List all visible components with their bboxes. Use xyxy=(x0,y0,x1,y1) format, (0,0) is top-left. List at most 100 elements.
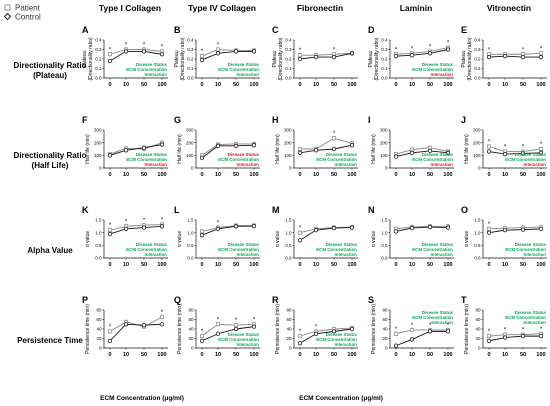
x-tick-label: 10 xyxy=(215,352,221,358)
control-point xyxy=(486,230,492,235)
y-tick-label: 300 xyxy=(380,128,388,133)
control-point xyxy=(427,148,433,153)
patient-point xyxy=(108,329,112,334)
control-point xyxy=(107,153,113,158)
control-series-line xyxy=(201,225,255,236)
stats-label: ECM Concentration xyxy=(218,337,259,342)
column-header: Fibronectin xyxy=(297,3,343,13)
control-point xyxy=(331,329,337,334)
significance-star: * xyxy=(235,318,238,324)
control-series-line xyxy=(395,226,449,232)
y-tick-label: 200 xyxy=(473,140,481,145)
control-legend-marker xyxy=(3,12,12,21)
control-series-line xyxy=(299,328,353,344)
control-series-line xyxy=(299,227,353,241)
y-tick-label: 0.1 xyxy=(95,66,102,71)
control-point xyxy=(159,224,165,229)
significance-star: * xyxy=(429,323,432,329)
x-tick-label: 10 xyxy=(502,82,508,88)
significance-star: * xyxy=(411,46,414,52)
panel-letter: D xyxy=(368,25,375,35)
x-tick-label: 0 xyxy=(108,82,111,88)
control-point xyxy=(520,334,526,339)
y-axis-label: Plateau xyxy=(368,50,374,67)
control-series-line xyxy=(488,335,541,342)
y-tick-label: 0 xyxy=(99,166,102,171)
control-series-line xyxy=(299,144,353,154)
control-point xyxy=(349,326,355,332)
y-tick-label: 20 xyxy=(475,336,481,341)
x-tick-label: 50 xyxy=(233,262,239,268)
stats-label: ECM Concentration xyxy=(412,157,453,162)
x-tick-label: 10 xyxy=(502,352,508,358)
stats-label: ECM Concentration xyxy=(218,157,259,162)
stats-label: Interaction xyxy=(431,72,454,77)
panel-letter: B xyxy=(174,25,181,35)
row-labels: Directionality Ratio(Plateau)Directional… xyxy=(14,61,87,345)
control-point xyxy=(331,55,337,60)
stats-label: Disease Status xyxy=(326,242,358,247)
y-tick-label: 0.5 xyxy=(187,243,194,248)
x-tick-label: 50 xyxy=(141,352,147,358)
column-header: Type I Collagen xyxy=(99,3,161,13)
stats-label: Disease Status xyxy=(515,310,547,315)
x-tick-label: 0 xyxy=(487,262,490,268)
stats-label: ECM Concentration xyxy=(412,67,453,72)
stats-label: Interaction xyxy=(145,72,168,77)
significance-star: * xyxy=(333,47,336,53)
x-tick-label: 50 xyxy=(427,352,433,358)
control-point xyxy=(331,226,337,231)
control-point xyxy=(159,52,165,57)
significance-star: * xyxy=(161,218,164,224)
y-tick-label: 0.5 xyxy=(95,243,102,248)
control-point xyxy=(141,145,147,150)
patient-series-line xyxy=(395,47,449,55)
x-tick-label: 0 xyxy=(394,352,397,358)
stats-label: Disease Status xyxy=(422,62,454,67)
stats-label: Disease Status xyxy=(515,242,547,247)
x-tick-label: 50 xyxy=(141,82,147,88)
patient-series-line xyxy=(201,49,254,57)
significance-star: * xyxy=(143,43,146,49)
patient-point xyxy=(216,322,220,327)
y-tick-label: 1.5 xyxy=(474,218,481,223)
x-tick-label: 0 xyxy=(108,172,111,178)
x-tick-label: 100 xyxy=(536,262,545,268)
y-tick-label: 0 xyxy=(99,346,102,351)
y-tick-label: 0.2 xyxy=(474,57,481,62)
stats-label: Disease Status xyxy=(326,152,358,157)
x-tick-label: 0 xyxy=(487,352,490,358)
y-tick-label: 0.0 xyxy=(285,256,292,261)
control-point xyxy=(215,51,221,56)
row-label: (Plateau) xyxy=(33,71,67,80)
control-point xyxy=(520,227,526,232)
y-tick-label: 100 xyxy=(380,153,388,158)
significance-star: * xyxy=(395,47,398,53)
significance-star: * xyxy=(109,47,112,53)
control-point xyxy=(199,338,205,343)
y-tick-label: 300 xyxy=(94,128,102,133)
control-point xyxy=(215,143,221,148)
y-tick-label: 200 xyxy=(284,140,292,145)
y-tick-label: 0 xyxy=(191,346,194,351)
control-point xyxy=(297,56,303,62)
control-point xyxy=(123,49,129,54)
panel-letter: N xyxy=(368,205,375,215)
x-tick-label: 50 xyxy=(331,262,337,268)
y-tick-label: 100 xyxy=(186,153,194,158)
panel-I: I Half life (min) 0 100 200 300 0 10 50 100 Diseas… xyxy=(368,115,454,178)
y-tick-label: 0 xyxy=(289,346,292,351)
significance-star: * xyxy=(447,41,450,47)
y-axis-label: α value xyxy=(464,231,470,247)
control-point xyxy=(409,337,415,342)
panel-letter: S xyxy=(368,295,374,305)
panel-letter: P xyxy=(82,295,88,305)
y-tick-label: 1.5 xyxy=(285,218,292,223)
panel-letter: G xyxy=(174,115,181,125)
control-point xyxy=(486,338,492,343)
control-point xyxy=(538,150,544,155)
control-point xyxy=(393,229,399,234)
y-tick-label: 0.0 xyxy=(474,76,481,81)
stats-label: Disease Status xyxy=(228,62,260,67)
